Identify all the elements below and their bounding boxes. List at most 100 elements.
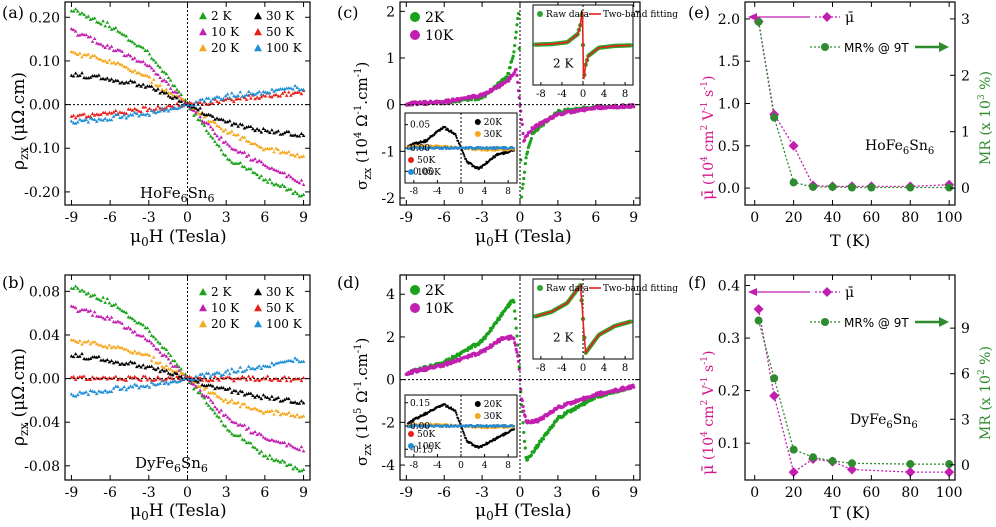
data-point-2k [156,63,160,67]
data-point-30k [128,78,133,83]
inset-data-point-20k [462,430,465,433]
panel-b: (b) -9 -6 -3 0 3 6 9 -0.08 -0.04 0.00 0.04 0.08 DyF… [2,273,311,523]
data-point-2k [274,182,278,186]
data-point-2k [532,449,537,453]
data-point-2k [202,396,207,400]
data-point-20k [215,123,219,127]
ticks-c: -9 -6 -3 0 3 6 9 -2 -1 0 1 2 [381,2,640,226]
inset-fit-line [535,283,631,355]
data-point-2k [132,318,137,323]
data-point-20k [181,371,186,376]
data-point-30k [97,354,101,358]
data-point-50k [249,96,253,100]
data-point-50k [175,374,179,379]
data-point-2k [529,139,533,143]
data-point-100k [234,370,238,374]
data-point-2k [282,460,287,464]
data-point-2k [151,335,156,339]
data-point-100k [149,380,154,384]
x-tick-label: 60 [862,485,880,501]
y-tick-label-right: 0 [961,458,970,474]
data-point-10k [137,333,141,337]
y-tick-label-left: 0.2 [718,384,740,400]
mobility-point [753,304,764,315]
data-point-2k [192,387,196,391]
data-point-30k [137,82,141,87]
data-point-10k [516,359,521,363]
data-point-100k [177,379,181,383]
y-tick-label: 2 [386,330,395,346]
data-point-20k [97,343,101,347]
data-point-2k [265,180,270,184]
data-point-10k [168,86,173,90]
data-point-30k [265,395,270,399]
data-point-2k [238,160,243,165]
data-point-20k [236,400,240,404]
inset-x-tick-label: 8 [622,89,628,100]
inset-legend-label: 100K [417,442,441,452]
inset-legend-marker [474,413,481,419]
data-point-30k [173,94,177,99]
data-point-100k [246,89,251,94]
data-point-30k [137,363,141,368]
data-point-10k [301,449,306,453]
data-point-10k [132,56,137,60]
data-point-20k [301,154,306,158]
data-point-30k [192,105,196,109]
data-point-50k [274,92,278,96]
data-point-50k [299,91,304,96]
data-point-30k [270,394,274,398]
legend-f: μ̄ MR% @ 9T [748,285,949,330]
data-point-10k [99,314,103,318]
legend-marker [199,320,207,328]
data-point-2k [162,346,167,350]
data-point-30k [236,391,240,395]
y-tick-label-right: 6 [961,367,970,383]
inset-y-tick-label: 0.00 [410,144,430,154]
data-point-2k [113,302,118,306]
data-point-2k [251,444,255,449]
data-point-30k [238,389,243,393]
data-point-20k [223,127,228,132]
data-point-10k [84,32,89,37]
data-point-50k [198,100,202,104]
data-point-30k [253,128,257,133]
data-point-50k [225,375,230,379]
data-point-10k [103,45,108,49]
data-point-50k [227,375,232,379]
data-point-20k [118,62,122,66]
x-tick-label: -3 [142,210,156,226]
data-point-50k [126,107,131,111]
data-point-30k [208,113,213,117]
data-point-20k [162,365,167,370]
data-point-20k [181,97,186,101]
data-point-10k [105,43,110,47]
data-point-30k [276,129,281,133]
data-point-30k [215,385,219,389]
data-point-50k [189,101,194,105]
data-point-10k [286,173,291,177]
data-point-2k [522,176,526,181]
data-point-30k [282,397,287,402]
inset-temperature-label: 2 K [553,330,574,344]
data-point-30k [126,81,131,85]
data-point-30k [166,94,171,98]
data-point-2k [113,25,118,30]
data-point-10k [232,147,236,151]
data-point-30k [82,356,86,361]
data-point-30k [230,390,234,394]
data-point-10k [145,338,150,343]
data-point-50k [128,375,133,379]
mobility-point [944,467,955,478]
data-point-100k [90,117,95,121]
data-point-10k [261,162,266,166]
data-point-30k [88,356,93,360]
data-point-100k [208,99,213,103]
data-point-50k [113,374,118,378]
x-tick-label: 3 [553,210,562,226]
panel-label-b: (b) [2,273,25,292]
data-point-50k [71,374,76,379]
data-point-2k [80,11,84,15]
data-point-2k [124,310,129,315]
data-point-100k [267,364,272,369]
